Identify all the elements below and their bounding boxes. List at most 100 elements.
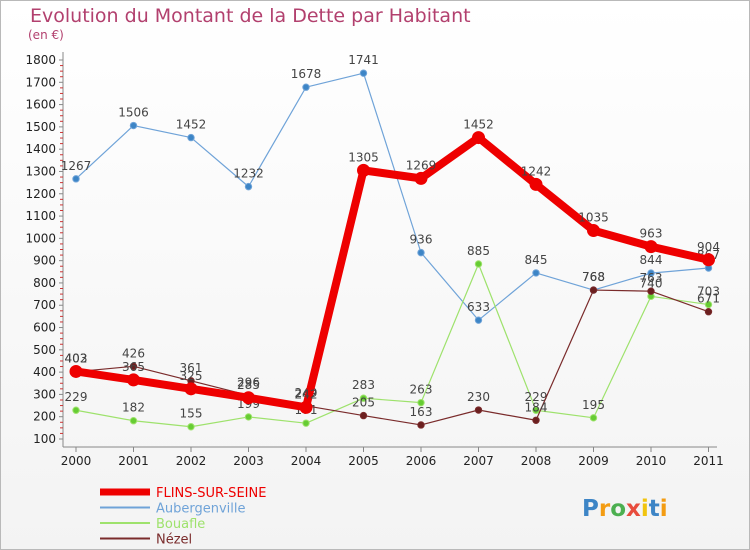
data-label: 845 bbox=[525, 253, 548, 267]
data-point bbox=[414, 171, 428, 185]
data-point bbox=[704, 300, 713, 309]
data-point bbox=[187, 133, 195, 142]
data-label: 1741 bbox=[348, 53, 379, 67]
data-label: 844 bbox=[640, 253, 663, 267]
x-tick-label: 2003 bbox=[233, 454, 264, 468]
legend-label: Nézel bbox=[156, 533, 192, 548]
data-point bbox=[532, 269, 540, 277]
data-label: 1267 bbox=[61, 159, 92, 173]
data-point bbox=[359, 411, 368, 420]
data-label: 163 bbox=[410, 405, 433, 419]
data-label: 296 bbox=[237, 375, 260, 389]
y-tick-label: 1200 bbox=[25, 187, 56, 201]
data-label: 263 bbox=[410, 383, 433, 397]
data-label: 1305 bbox=[348, 150, 379, 164]
data-point bbox=[187, 423, 195, 431]
data-point bbox=[702, 253, 715, 267]
y-tick-label: 400 bbox=[33, 365, 56, 379]
x-tick-label: 2005 bbox=[348, 454, 379, 468]
data-point bbox=[302, 419, 310, 427]
y-tick-label: 1700 bbox=[25, 75, 56, 89]
data-label: 671 bbox=[697, 292, 720, 306]
y-tick-label: 1300 bbox=[25, 164, 56, 178]
data-label: 1035 bbox=[578, 211, 609, 225]
data-point bbox=[244, 182, 253, 191]
data-point bbox=[299, 400, 313, 414]
data-point bbox=[529, 177, 543, 191]
data-point bbox=[184, 382, 198, 396]
data-point bbox=[129, 417, 138, 425]
data-point bbox=[417, 421, 425, 429]
data-point bbox=[474, 260, 483, 268]
x-tick-label: 2011 bbox=[693, 454, 724, 468]
data-point bbox=[72, 175, 80, 183]
proxiti-logo: Proxiti bbox=[582, 496, 668, 522]
data-label: 768 bbox=[582, 270, 605, 284]
data-point bbox=[589, 414, 598, 422]
data-point bbox=[69, 364, 83, 378]
data-label: 229 bbox=[525, 390, 548, 404]
y-tick-label: 200 bbox=[33, 410, 56, 424]
series-line bbox=[75, 72, 709, 321]
data-label: 1452 bbox=[463, 118, 494, 132]
x-tick-label: 2004 bbox=[291, 454, 322, 468]
data-label: 633 bbox=[467, 300, 490, 314]
series-line bbox=[75, 289, 709, 426]
data-point bbox=[704, 308, 713, 316]
y-tick-label: 100 bbox=[33, 432, 56, 446]
data-label: 361 bbox=[180, 361, 203, 375]
data-label: 184 bbox=[525, 400, 548, 414]
data-label: 1232 bbox=[233, 167, 264, 181]
x-tick-label: 2006 bbox=[406, 454, 437, 468]
data-point bbox=[532, 416, 540, 424]
x-tick-label: 2007 bbox=[463, 454, 494, 468]
legend-label: Bouafle bbox=[156, 517, 205, 532]
legend-label: FLINS-SUR-SEINE bbox=[156, 486, 266, 501]
y-tick-label: 500 bbox=[33, 343, 56, 357]
data-label: 283 bbox=[352, 378, 375, 392]
data-point bbox=[472, 131, 485, 145]
data-label: 763 bbox=[640, 271, 663, 285]
data-point bbox=[129, 362, 138, 371]
data-label: 229 bbox=[65, 390, 88, 404]
data-point bbox=[72, 406, 80, 414]
data-point bbox=[357, 163, 370, 177]
data-label: 936 bbox=[410, 233, 433, 247]
y-tick-label: 800 bbox=[33, 276, 56, 290]
y-tick-label: 1400 bbox=[25, 142, 56, 156]
data-point bbox=[589, 286, 598, 294]
data-point bbox=[359, 69, 368, 77]
data-label: 182 bbox=[122, 401, 145, 415]
y-tick-label: 900 bbox=[33, 254, 56, 268]
data-label: 285 bbox=[237, 378, 260, 392]
chart-unit: (en €) bbox=[28, 28, 64, 42]
data-point bbox=[647, 269, 655, 277]
data-label: 402 bbox=[65, 352, 88, 366]
data-label: 904 bbox=[697, 240, 720, 254]
data-label: 963 bbox=[640, 227, 663, 241]
data-label: 426 bbox=[122, 346, 145, 360]
data-label: 1678 bbox=[291, 67, 322, 81]
data-point bbox=[587, 224, 600, 238]
data-label: 155 bbox=[180, 407, 203, 421]
x-tick-label: 2002 bbox=[176, 454, 207, 468]
data-point bbox=[644, 240, 658, 254]
data-label: 403 bbox=[65, 351, 88, 365]
data-label: 1506 bbox=[118, 106, 149, 120]
data-point bbox=[647, 287, 655, 295]
y-tick-label: 1600 bbox=[25, 98, 56, 112]
x-tick-label: 2001 bbox=[118, 454, 149, 468]
y-tick-label: 1100 bbox=[25, 209, 56, 223]
data-label: 205 bbox=[352, 396, 375, 410]
data-point bbox=[417, 248, 425, 257]
chart-title: Evolution du Montant de la Dette par Hab… bbox=[30, 5, 471, 27]
data-label: 242 bbox=[295, 387, 318, 401]
series-line bbox=[75, 133, 710, 412]
data-label: 885 bbox=[467, 244, 490, 258]
data-point bbox=[474, 406, 483, 414]
x-tick-label: 2000 bbox=[61, 454, 92, 468]
legend-label: Aubergenville bbox=[156, 502, 246, 517]
data-label: 325 bbox=[180, 369, 203, 383]
